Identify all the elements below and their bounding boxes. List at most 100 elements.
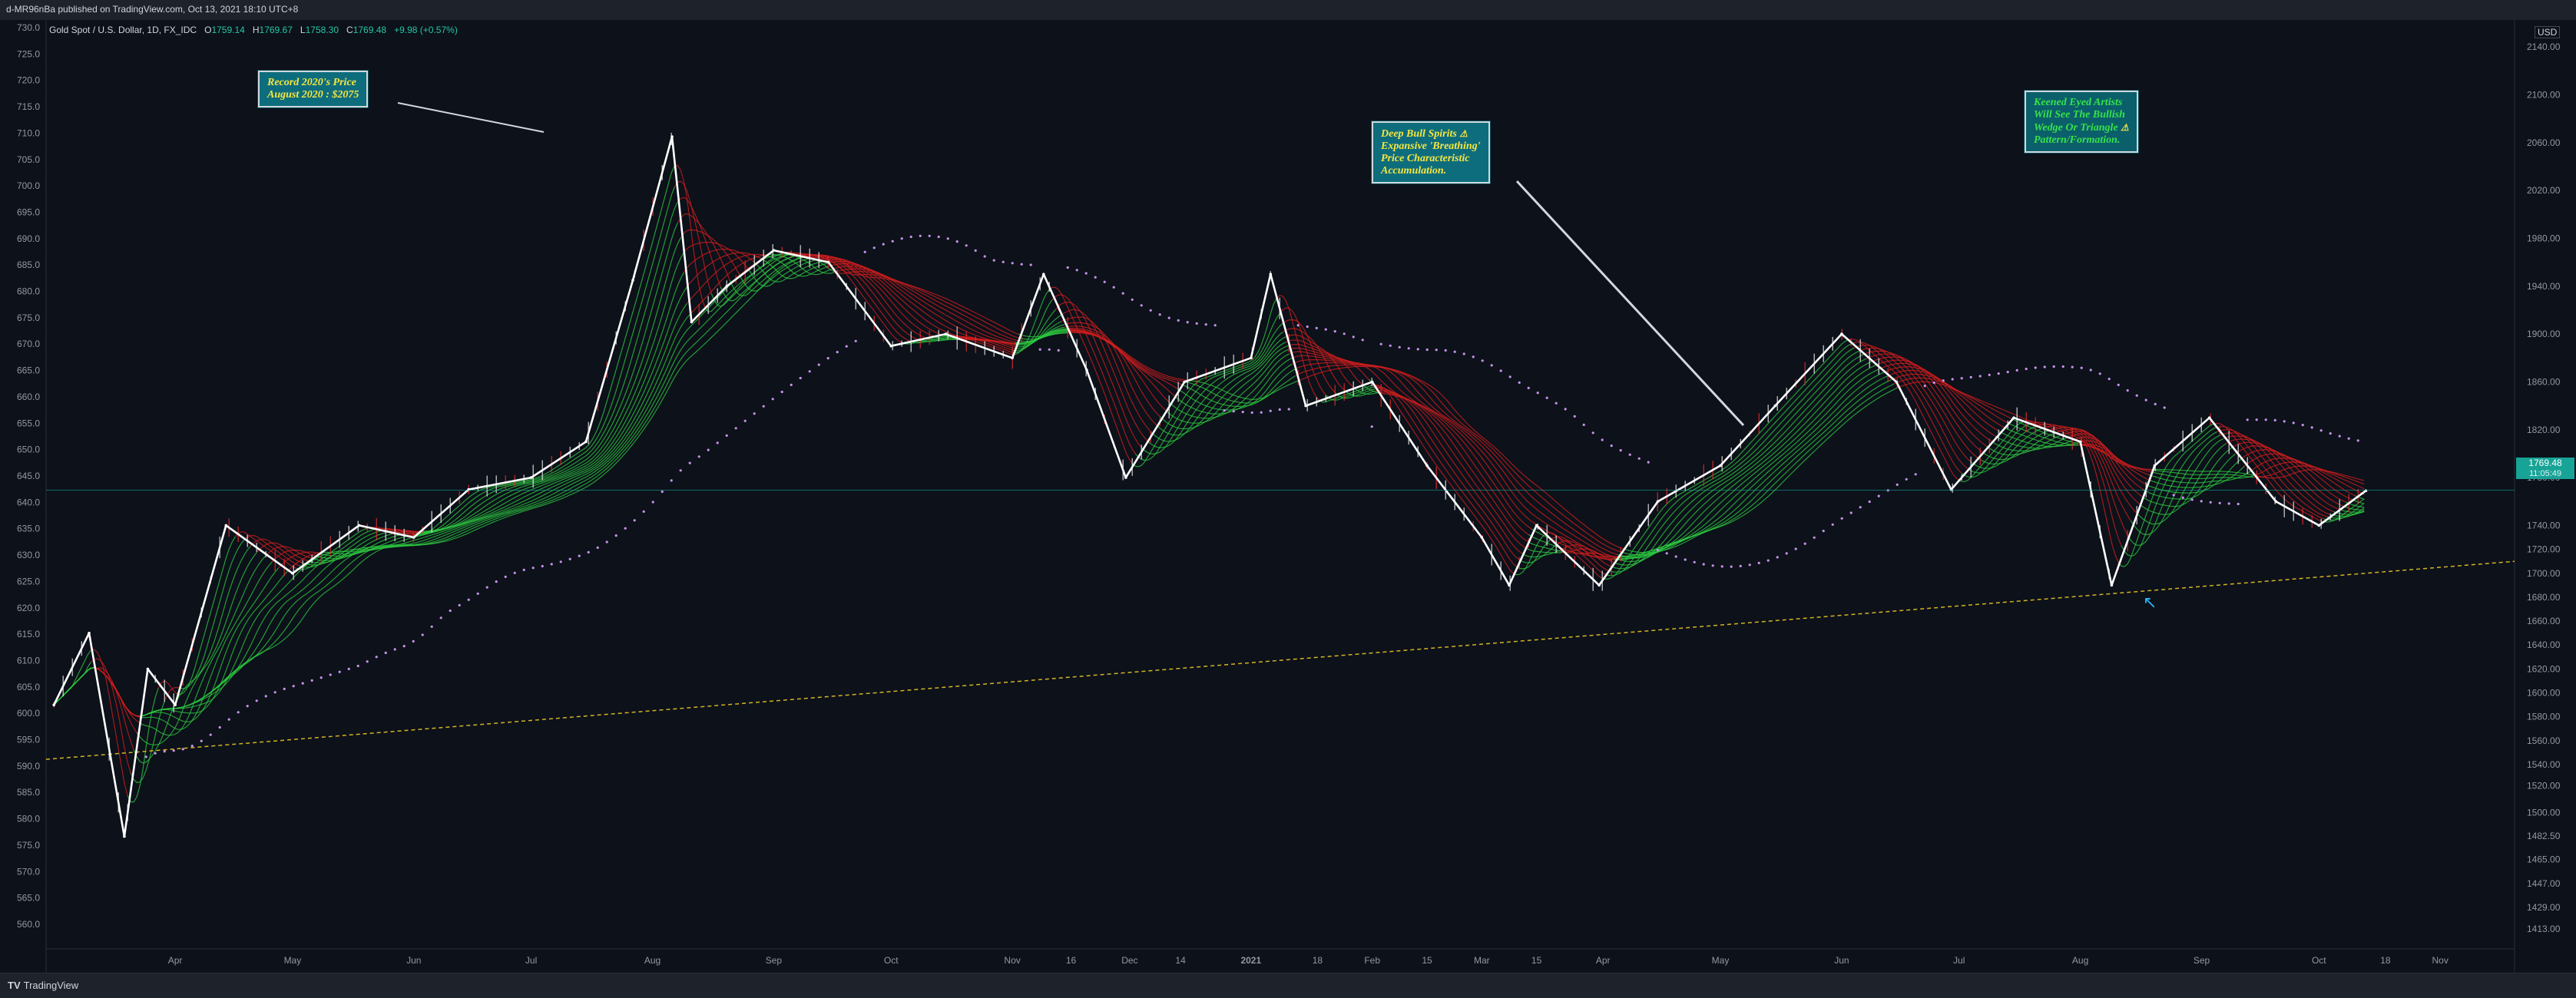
dot-point [1195,322,1198,325]
ribbon-line [243,534,300,567]
ribbon-line [1276,295,1320,402]
left-axis-label: 560.0 [17,919,40,930]
dot-point [264,695,267,698]
ribbon-line [1624,387,1898,554]
ribbon-line [234,531,297,570]
dot-point [2015,368,2018,372]
dot-point [900,237,903,240]
dot-point [347,667,350,671]
ribbon-line [180,539,245,689]
close-label: C [346,25,353,35]
left-axis-label: 645.0 [17,471,40,481]
ribbon-line [1528,541,1563,553]
ribbon-line [1187,379,1299,400]
ribbon-line [1048,286,1133,464]
ribbon-line [2240,449,2353,501]
dot-point [1389,344,1392,347]
annotation-line: Keened Eyed Artists [2034,97,2123,108]
price-chart[interactable]: 730.0 725.0 720.0 715.0 710.0 705.0 700.0 695.0… [0,20,2576,973]
dot-point [255,699,258,702]
left-axis-label: 615.0 [17,629,40,639]
bull-callout-pointer [1515,180,1745,427]
ribbon-line [2004,427,2079,446]
price-point [1508,583,1511,587]
dot-point [522,568,525,572]
dot-point [2283,420,2286,423]
right-axis-label: 1413.00 [2527,924,2561,934]
dot-point [1490,364,1493,367]
dot-point [965,244,968,247]
ribbon-line [1982,432,2055,461]
dot-point [1352,335,1355,339]
ribbon-line [1180,368,1296,407]
symbol-name: Gold Spot / U.S. Dollar, 1D, FX_IDC [49,25,197,35]
dot-point [1573,415,1576,418]
left-axis-label: 575.0 [17,840,40,851]
dot-point [2329,432,2332,435]
ribbon-line [1515,539,1551,570]
dot-point [2347,437,2350,440]
ribbon-line [902,335,949,345]
dot-point [670,479,673,482]
dot-point [1057,349,1060,352]
left-axis-label: 685.0 [17,259,40,270]
price-point [224,524,228,527]
ribbon-line [834,271,1019,342]
dot-point [826,357,829,360]
open-value: 1759.14 [211,25,245,35]
ribbon-line [926,337,958,342]
ribbon-line [250,538,303,563]
price-point [1269,273,1273,276]
low-label: L [300,25,306,35]
annotation-line: Price Characteristic [1381,153,1470,164]
dot-point [1186,321,1189,324]
record-price-annotation[interactable]: Record 2020's Price August 2020 : $2075 [258,71,369,107]
dot-point [1020,263,1023,266]
price-point [1535,524,1538,527]
dot-point [817,363,820,366]
dot-point [504,575,507,579]
dot-point [688,461,691,464]
right-axis-label: 1540.00 [2527,759,2561,770]
warning-icon: ⚠ [2121,122,2129,133]
dot-point [2227,502,2230,505]
time-axis-label: Nov [1004,955,1020,966]
ribbon-line [265,546,313,560]
dot-point [1951,378,1954,381]
dot-point [144,755,147,758]
ribbon-line [1325,386,1376,402]
low-value: 1758.30 [305,25,339,35]
wedge-pattern-annotation[interactable]: Keened Eyed Artists Will See The Bullish… [2025,91,2138,153]
dot-point [854,339,857,342]
dot-point [237,711,240,714]
time-axis-label: Jul [525,955,537,966]
right-axis-label: 1940.00 [2527,281,2561,292]
dot-point [845,345,848,348]
dot-point [476,592,479,595]
dot-point [762,405,765,408]
dot-point [1002,260,1005,263]
ribbon-line [2333,511,2365,515]
brand-name: TradingView [23,980,79,991]
cursor-arrow-icon: ↖ [2143,593,2157,612]
dot-point [1379,342,1382,345]
ribbon-line [1168,353,1290,419]
dot-point [2338,435,2341,438]
dot-point [1785,552,1788,555]
dot-point [891,240,894,243]
dot-point [614,534,618,537]
ribbon-line [674,180,712,294]
countdown-value: 11:05:49 [2528,469,2561,478]
ribbon-line [1621,383,1895,556]
dot-point [393,648,396,651]
left-axis: 730.0 725.0 720.0 715.0 710.0 705.0 700.0 695.0… [17,22,40,930]
dot-point [1241,411,1244,414]
dot-point [1840,517,1843,520]
time-axis-label: Sep [766,955,783,966]
dot-point [2237,502,2240,506]
time-axis-label: Aug [644,955,661,966]
dot-point [550,563,553,566]
bull-spirits-annotation[interactable]: Deep Bull Spirits ⚠ Expansive 'Breathing… [1372,121,1490,183]
ribbon-line [704,253,783,312]
dot-point [1914,473,1917,476]
